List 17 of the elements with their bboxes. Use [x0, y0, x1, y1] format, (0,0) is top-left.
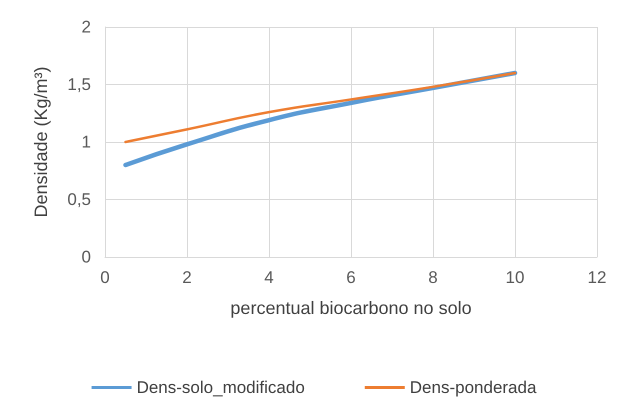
x-axis-title: percentual biocarbono no solo — [230, 298, 472, 318]
y-tick-label: 0,5 — [67, 190, 91, 209]
y-tick-label: 1,5 — [67, 75, 91, 94]
y-axis-title: Densidade (Kg/m³) — [31, 66, 51, 218]
x-tick-label: 12 — [588, 268, 606, 287]
x-tick-label: 10 — [506, 268, 524, 287]
x-tick-label: 4 — [264, 268, 274, 287]
legend-label: Dens-solo_modificado — [136, 378, 305, 397]
x-tick-label: 8 — [428, 268, 438, 287]
y-tick-label: 0 — [82, 248, 91, 266]
line-series — [124, 72, 516, 144]
x-tick-label: 2 — [182, 268, 192, 287]
y-tick-label: 1 — [82, 132, 91, 152]
legend-label: Dens-ponderada — [410, 378, 537, 397]
x-tick-label: 0 — [100, 268, 110, 287]
x-tick-label: 6 — [346, 268, 356, 287]
y-tick-label: 2 — [82, 18, 91, 36]
